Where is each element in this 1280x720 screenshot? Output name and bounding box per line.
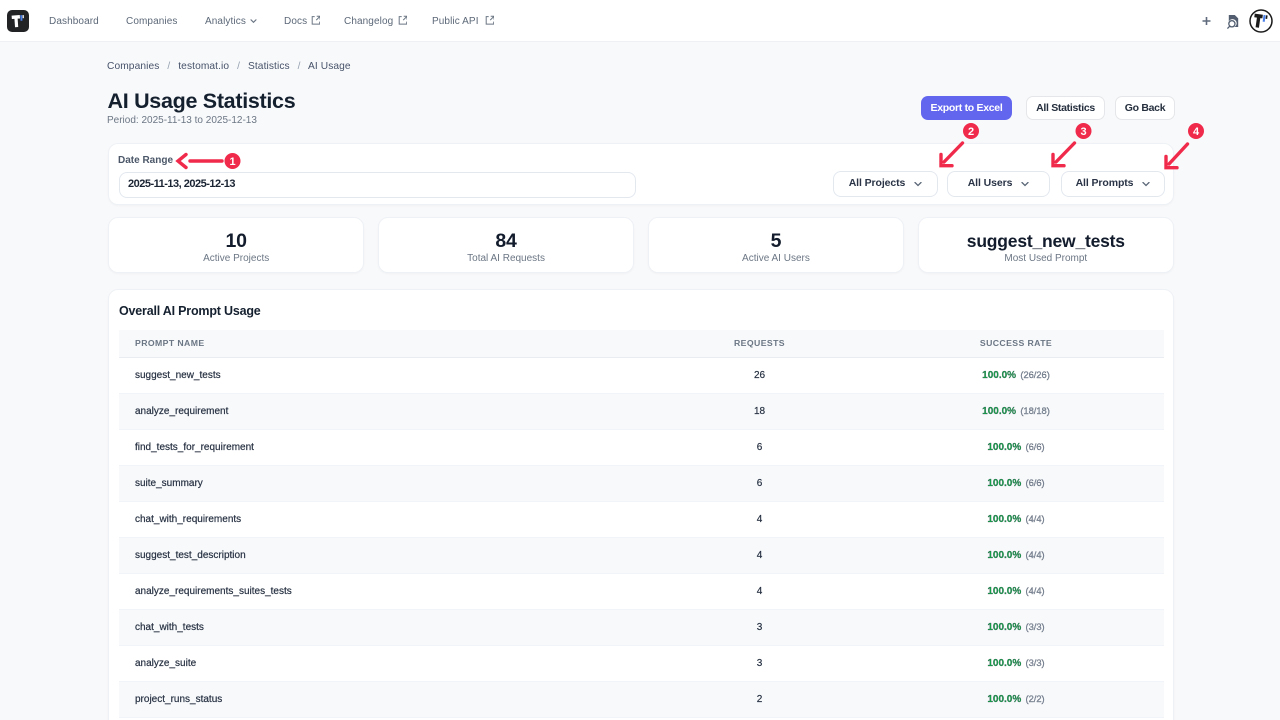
svg-text:4: 4 [1193,126,1200,138]
svg-text:3: 3 [1080,126,1086,138]
svg-text:2: 2 [968,126,974,138]
